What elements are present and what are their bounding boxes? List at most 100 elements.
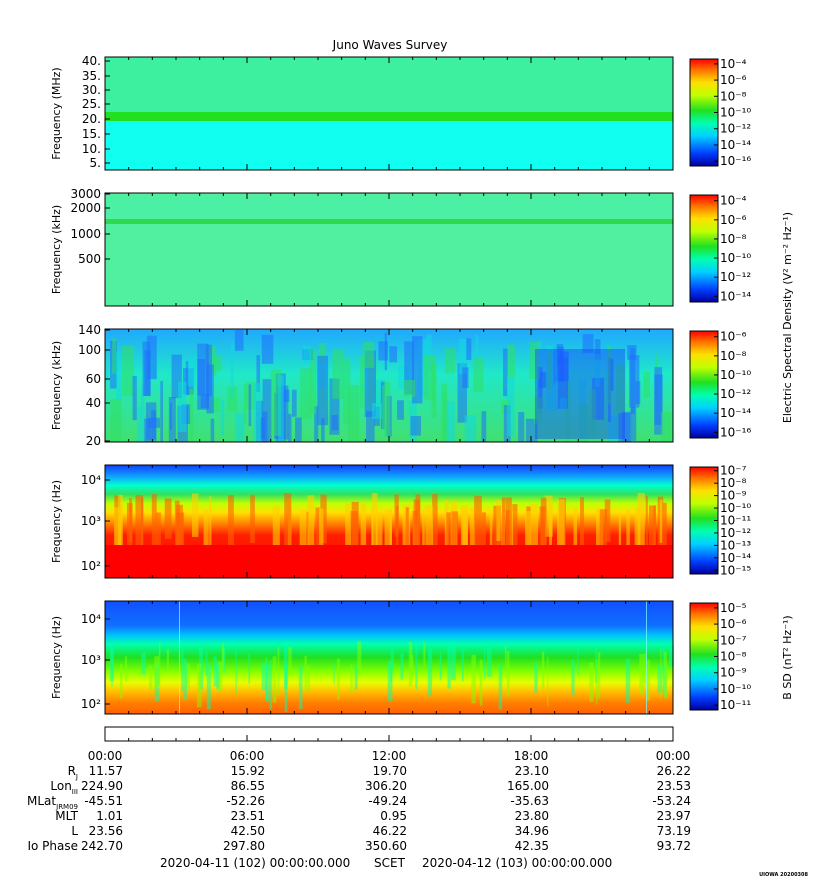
colorbar-2-scale (689, 194, 719, 303)
ephemeris-value: -45.51 (84, 794, 123, 808)
panel-3-streak (220, 399, 225, 436)
panel-3-streak (210, 418, 215, 442)
panel-4-burst (446, 512, 451, 556)
panel-5-burst (185, 663, 190, 690)
ephemeris-value: 46.22 (373, 824, 407, 838)
ephemeris-value: -52.26 (226, 794, 265, 808)
panel-5-burst (471, 654, 476, 704)
ephemeris-label: MLT (55, 809, 78, 823)
panel-3-streak (654, 374, 663, 435)
panel-3-streak (348, 385, 360, 442)
y-tick-label: 10² (81, 559, 101, 573)
panel-3-streak (309, 348, 317, 414)
panel-4-burst (501, 497, 506, 563)
colorbar-tick-label: 10⁻¹⁵ (720, 563, 751, 577)
colorbar-tick-label: 10⁻¹⁰ (720, 368, 751, 382)
footer-end-time: 2020-04-12 (103) 00:00:00.000 (422, 856, 612, 870)
panel-4-burst (228, 495, 234, 558)
panel-5-burst (660, 649, 662, 699)
panel-4-burst (659, 499, 663, 543)
colorbar-tick-label: 10⁻⁹ (720, 489, 747, 503)
panel-5-burst (217, 661, 223, 692)
panel-4-burst (272, 506, 280, 570)
panel-4-burst (648, 505, 657, 572)
panel-5-burst (547, 656, 549, 707)
panel-3-streak (160, 381, 164, 442)
colorbar-tick-label: 10⁻¹¹ (720, 698, 751, 712)
panel-5-burst (183, 658, 187, 701)
panel-4-burst (451, 511, 458, 571)
panel-3-streak (213, 355, 222, 372)
panel-5-burst (411, 655, 414, 680)
panel-3-streak (661, 411, 672, 442)
panel-3-streak (331, 415, 339, 431)
panel-5-burst (298, 665, 303, 710)
panel-4-burst (618, 512, 622, 564)
panel-4-burst (530, 503, 539, 560)
panel-3-streak (462, 367, 469, 388)
colorbar-tick-label: 10⁻¹⁴ (720, 551, 751, 565)
ephemeris-table: RJ 11.57 15.92 19.70 23.10 26.22 LonIII 224.90 8… (27, 764, 691, 853)
y-axis-label: Frequency (kHz) (50, 341, 63, 430)
panel-3-streak (116, 351, 122, 400)
panel-5-burst (534, 661, 538, 693)
panel-3-streak (441, 383, 448, 442)
panel-5-burst (439, 652, 442, 680)
panel-3-streak (197, 343, 209, 410)
panel-3-streak (464, 415, 477, 442)
ephemeris-value: -35.63 (510, 794, 549, 808)
panel-3-streak (262, 379, 272, 442)
panel-5-burst (141, 652, 146, 675)
panel-3-streak (278, 375, 284, 441)
panel-3-streak (364, 350, 376, 417)
y-tick-label: 25. (82, 97, 101, 111)
colorbar-tick-label: 10⁻¹⁰ (720, 501, 751, 515)
panel-3-streak (538, 371, 547, 388)
panel-3-streak (122, 345, 134, 396)
ephemeris-value: 86.55 (231, 779, 265, 793)
panel-3-streak (178, 381, 187, 432)
panel-3-streak (557, 357, 568, 409)
panel-3-streak (643, 371, 650, 398)
ephemeris-label: RJ (68, 764, 78, 781)
colorbar-tick-label: 10⁻¹⁰ (720, 682, 751, 696)
panel-5-burst (657, 664, 663, 693)
panel-3-streak (343, 358, 351, 424)
panel-5-burst (625, 658, 631, 703)
panel-4-burst (151, 494, 157, 559)
panel-4-burst (596, 508, 604, 551)
panel-4-burst (604, 499, 611, 542)
panel-3-streak (295, 417, 302, 442)
colorbar-tick-label: 10⁻⁸ (720, 349, 747, 363)
colorbar-4: 10⁻⁷10⁻⁸10⁻⁹10⁻¹⁰10⁻¹¹10⁻¹²10⁻¹³10⁻¹⁴10⁻… (689, 464, 751, 577)
colorbar-tick-label: 10⁻⁸ (720, 476, 747, 490)
colorbar-tick-label: 10⁻¹⁴ (720, 289, 751, 303)
panel-5-burst (357, 641, 362, 675)
ephemeris-value: 23.53 (657, 779, 691, 793)
panel-3-streak (537, 367, 543, 409)
panel-3-streak (397, 400, 404, 420)
panel-3-streak (151, 410, 157, 442)
panel-3-streak (518, 412, 525, 442)
panel-4-burst (525, 511, 531, 560)
ephemeris-value: 1.01 (96, 809, 123, 823)
y-tick-label: 15. (82, 127, 101, 141)
ephemeris-value: 165.00 (507, 779, 549, 793)
colorbar-tick-label: 10⁻¹⁰ (720, 251, 751, 265)
panel-4-burst (645, 495, 648, 563)
panel-5-burst (181, 644, 184, 692)
panel-3-streak (260, 417, 265, 440)
panel-3-streak (378, 341, 388, 361)
colorbar-tick-label: 10⁻⁷ (720, 633, 747, 647)
panel-3-streak (332, 349, 345, 399)
colorbar-3-scale (689, 330, 719, 439)
panel-3-streak (538, 341, 542, 365)
panel-3-streak (417, 339, 429, 397)
y-tick-label: 1000 (70, 227, 101, 241)
panel-5-burst (541, 651, 545, 690)
colorbar-1: 10⁻⁴ 10⁻⁶ 10⁻⁸ 10⁻¹⁰ 10⁻¹² 10⁻¹⁴ 10⁻¹⁶ (689, 57, 751, 168)
panel-3-streak (615, 364, 626, 412)
panel-3-streak (243, 384, 247, 425)
panel-4-burst (626, 509, 630, 563)
